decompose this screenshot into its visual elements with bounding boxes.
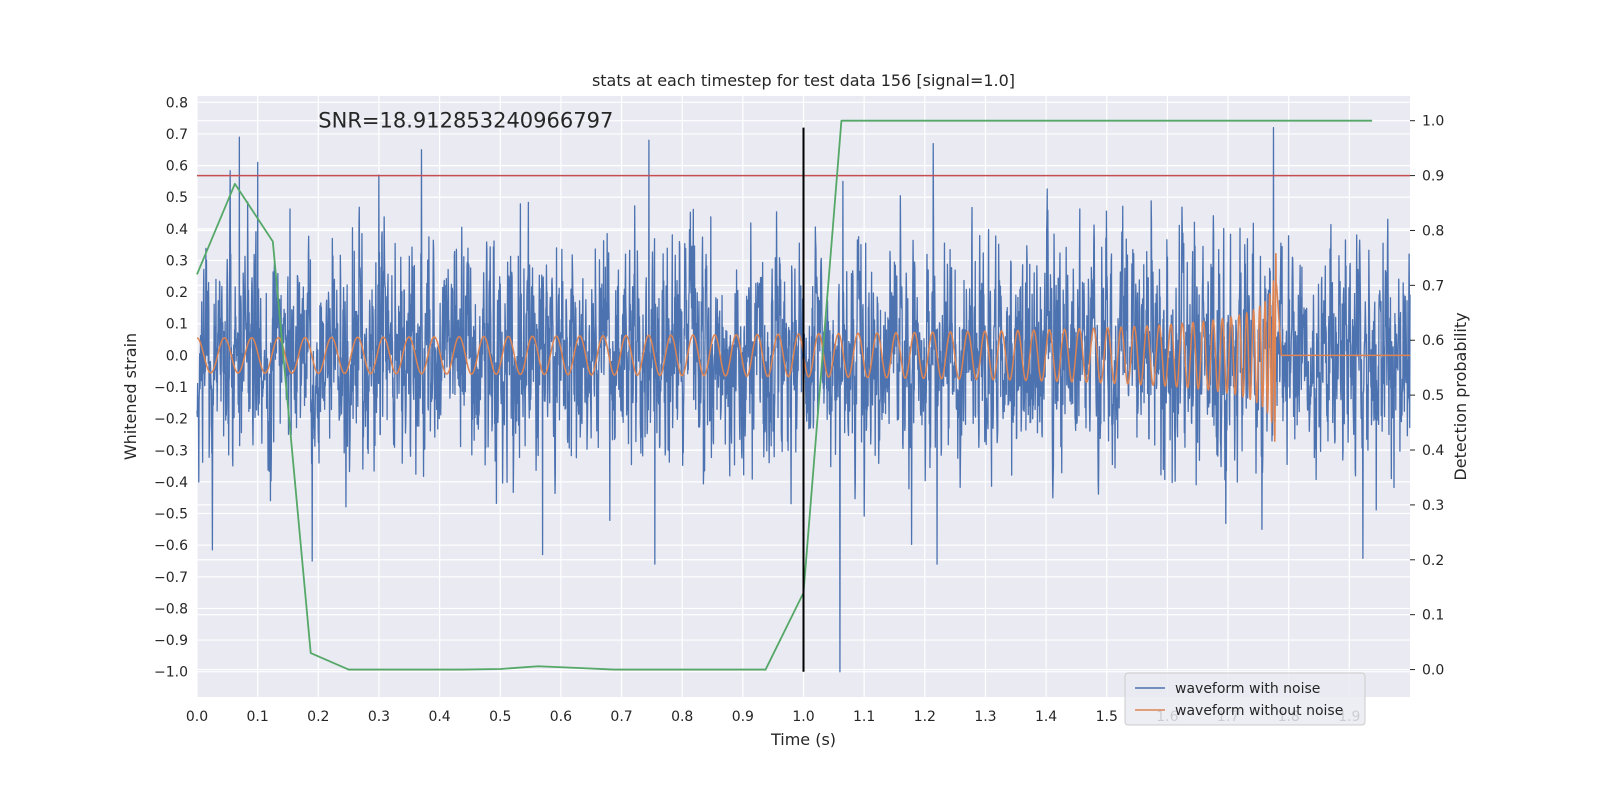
x-tick-label: 1.4	[1035, 709, 1057, 725]
y-tick-label: −0.7	[154, 570, 188, 586]
y-tick-label: −0.9	[154, 633, 188, 649]
x-tick-label: 1.3	[974, 709, 996, 725]
y-tick-label: 0.2	[166, 285, 188, 301]
y2-tick-label: 0.4	[1422, 443, 1444, 459]
y-tick-label: −0.4	[154, 475, 188, 491]
y-tick-label: 0.8	[166, 95, 188, 111]
legend: waveform with noise waveform without noi…	[1124, 672, 1366, 726]
y-tick-label: −0.5	[154, 507, 188, 523]
chart-title: stats at each timestep for test data 156…	[592, 71, 1015, 90]
y-tick-label: 0.7	[166, 127, 188, 143]
y-tick-label: 0.6	[166, 159, 188, 175]
y-tick-label: −0.1	[154, 380, 188, 396]
y2-axis-label: Detection probability	[1451, 312, 1470, 480]
y2-tick-label: 0.0	[1422, 663, 1444, 679]
y2-tick-label: 0.9	[1422, 169, 1444, 185]
legend-entry-noise: waveform with noise	[1175, 681, 1320, 697]
y-tick-label: −0.2	[154, 412, 188, 428]
x-tick-label: 0.4	[428, 709, 450, 725]
y-tick-label: 0.4	[166, 222, 188, 238]
x-tick-label: 1.1	[853, 709, 875, 725]
legend-box	[1124, 672, 1366, 726]
y-tick-label: 0.5	[166, 190, 188, 206]
y-tick-label: 0.1	[166, 317, 188, 333]
x-tick-label: 1.5	[1096, 709, 1118, 725]
x-tick-label: 1.2	[914, 709, 936, 725]
x-tick-label: 0.1	[247, 709, 269, 725]
overlay-layer	[196, 119, 1410, 672]
y2-tick-label: 0.5	[1422, 388, 1444, 404]
y2-tick-label: 0.8	[1422, 223, 1444, 239]
y2-tick-label: 0.1	[1422, 608, 1444, 624]
x-tick-label: 0.3	[368, 709, 390, 725]
detection-probability-line	[196, 119, 1373, 671]
y-tick-label: −0.8	[154, 601, 188, 617]
x-tick-label: 0.8	[671, 709, 693, 725]
y-tick-label: −0.6	[154, 538, 188, 554]
y2-tick-label: 1.0	[1422, 114, 1444, 130]
snr-annotation: SNR=18.912853240966797	[318, 109, 613, 133]
tick-labels: 0.0 0.1 0.2 0.3 0.4 0.5 0.6 0.7 0.8 0.9 1.0 1.1 1.2 1…	[154, 95, 1444, 725]
y-tick-label: −1.0	[154, 665, 188, 681]
x-axis-label: Time (s)	[770, 730, 836, 749]
x-tick-label: 0.9	[732, 709, 754, 725]
y2-tick-label: 0.7	[1422, 278, 1444, 294]
y2-tick-label: 0.2	[1422, 553, 1444, 569]
y2-tick-label: 0.3	[1422, 498, 1444, 514]
x-tick-label: 0.2	[307, 709, 329, 725]
y-tick-label: 0.0	[166, 348, 188, 364]
legend-entry-clean: waveform without noise	[1175, 703, 1343, 719]
y-tick-label: 0.3	[166, 253, 188, 269]
y2-tick-label: 0.6	[1422, 333, 1444, 349]
x-tick-label: 0.6	[550, 709, 572, 725]
x-tick-label: 1.0	[792, 709, 814, 725]
x-tick-label: 0.0	[186, 709, 208, 725]
y-axis-label: Whitened strain	[121, 333, 140, 460]
x-tick-label: 0.7	[610, 709, 632, 725]
x-tick-label: 0.5	[489, 709, 511, 725]
y-tick-label: −0.3	[154, 443, 188, 459]
